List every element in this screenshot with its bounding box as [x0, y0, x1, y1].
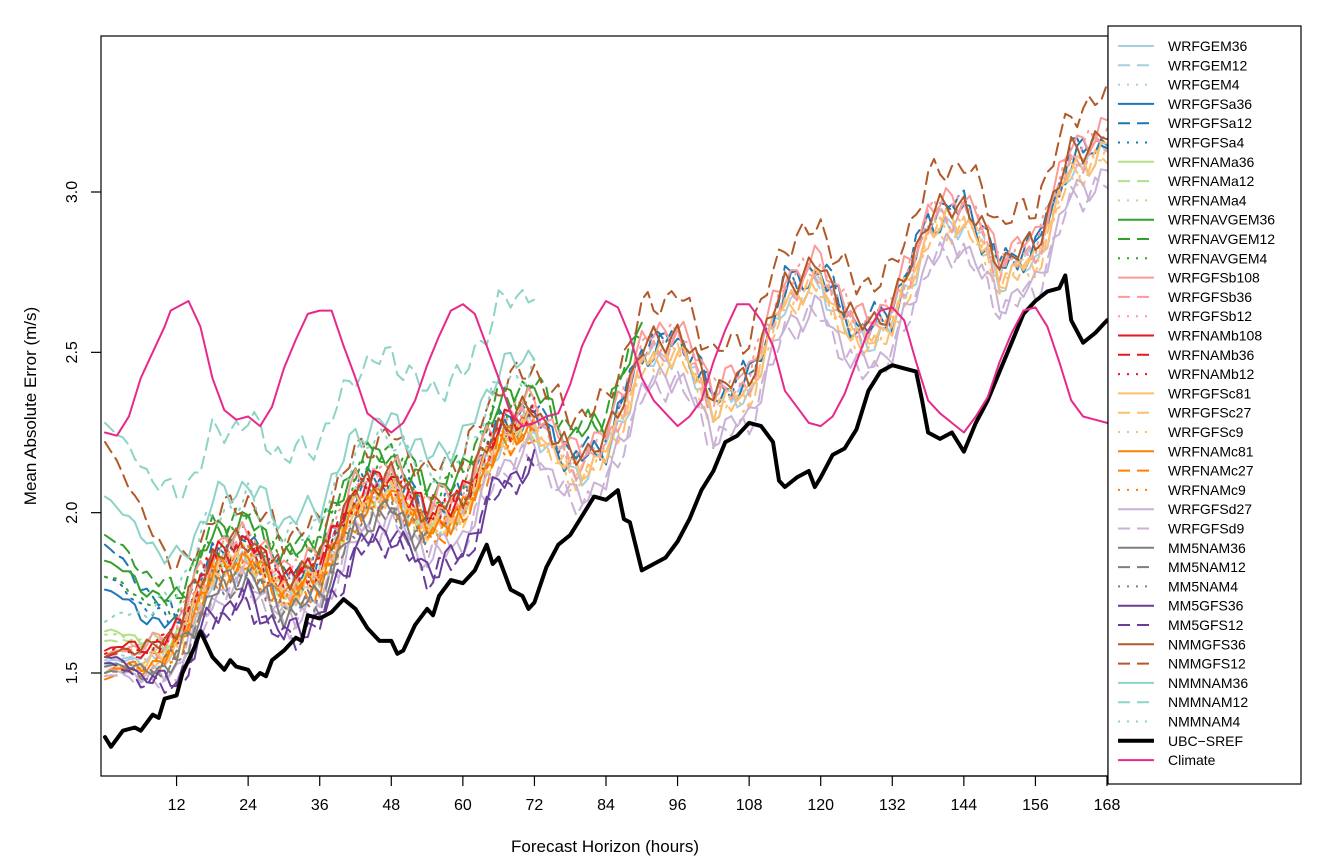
- legend-label: MM5NAM12: [1168, 559, 1246, 575]
- legend-label: WRFGFSb36: [1168, 289, 1252, 305]
- series-line: [104, 141, 1108, 674]
- legend-label: UBC−SREF: [1168, 733, 1243, 749]
- legend-label: WRFGEM36: [1168, 38, 1248, 54]
- x-tick-label: 84: [597, 797, 615, 814]
- legend-label: NMMNAM4: [1168, 714, 1241, 730]
- series-line: [104, 130, 1108, 658]
- legend-label: WRFNAMb108: [1168, 328, 1262, 344]
- x-tick-label: 120: [807, 797, 834, 814]
- legend-label: NMMNAM36: [1168, 675, 1248, 691]
- legend-box: [1107, 25, 1302, 785]
- legend-label: WRFNAMc27: [1168, 463, 1254, 479]
- y-axis-title: Mean Absolute Error (m/s): [21, 307, 40, 505]
- legend-label: WRFGEM4: [1168, 77, 1240, 93]
- series-line: [104, 456, 536, 694]
- x-tick-label: 96: [669, 797, 687, 814]
- series-line: [104, 83, 1108, 570]
- series-line: [104, 499, 429, 677]
- series-line: [104, 507, 429, 681]
- legend-label: WRFGFSa36: [1168, 96, 1252, 112]
- legend-label: WRFGFSb108: [1168, 270, 1260, 286]
- legend-label: WRFNAMc9: [1168, 482, 1246, 498]
- series-line: [104, 300, 1108, 437]
- x-tick-label: 36: [311, 797, 329, 814]
- y-tick-label: 2.5: [64, 341, 81, 363]
- legend-label: WRFNAMa36: [1168, 154, 1255, 170]
- y-axis: 1.5 2.0 2.5 3.0: [64, 181, 101, 684]
- x-tick-label: 156: [1022, 797, 1049, 814]
- legend-label: WRFGFSb12: [1168, 308, 1252, 324]
- series-line: [104, 413, 536, 674]
- legend-label: MM5NAM36: [1168, 540, 1246, 556]
- legend-label: MM5GFS36: [1168, 598, 1244, 614]
- legend-label: WRFNAVGEM4: [1168, 250, 1268, 266]
- legend-label: NMMGFS12: [1168, 656, 1246, 672]
- series-line: [104, 116, 1108, 658]
- series-line: [103, 273, 1109, 749]
- legend-label: WRFNAMa12: [1168, 173, 1255, 189]
- x-tick-label: 108: [736, 797, 763, 814]
- x-tick-label: 60: [454, 797, 472, 814]
- legend-label: WRFGEM12: [1168, 57, 1248, 73]
- y-tick-label: 2.0: [64, 501, 81, 523]
- x-tick-label: 12: [168, 797, 186, 814]
- x-tick-label: 132: [879, 797, 906, 814]
- series-line: [104, 349, 536, 565]
- legend-label: WRFNAMb12: [1168, 366, 1255, 382]
- x-tick-label: 24: [239, 797, 257, 814]
- legend-label: MM5NAM4: [1168, 578, 1238, 594]
- series-layer: [103, 83, 1109, 749]
- series-line: [104, 448, 536, 688]
- series-line: [104, 289, 536, 500]
- legend-label: WRFGFSa12: [1168, 115, 1252, 131]
- legend-label: MM5GFS12: [1168, 617, 1244, 633]
- x-tick-label: 144: [951, 797, 978, 814]
- legend-label: WRFNAVGEM36: [1168, 212, 1275, 228]
- series-line: [104, 498, 429, 675]
- y-tick-label: 3.0: [64, 181, 81, 203]
- x-axis: 12 24 36 48 60 72 84 96 108 120 132 144 156 168: [168, 775, 1121, 814]
- series-line: [104, 397, 536, 655]
- series-line: [104, 134, 1108, 660]
- legend-label: WRFNAMc81: [1168, 443, 1254, 459]
- legend: WRFGEM36 WRFGEM12 WRFGEM4 WRFGFSa36 WRFGFSa1…: [1107, 25, 1302, 785]
- x-tick-label: 168: [1094, 797, 1121, 814]
- series-line: [104, 127, 1108, 658]
- series-line: [104, 353, 536, 623]
- legend-label: NMMGFS36: [1168, 636, 1246, 652]
- legend-label: NMMNAM12: [1168, 694, 1248, 710]
- x-tick-label: 72: [526, 797, 544, 814]
- series-line: [104, 144, 1108, 678]
- legend-label: WRFGFSc27: [1168, 405, 1251, 421]
- legend-label: Climate: [1168, 752, 1216, 768]
- legend-label: WRFGFSd9: [1168, 521, 1244, 537]
- legend-label: WRFGFSd27: [1168, 501, 1252, 517]
- legend-label: WRFGFSa4: [1168, 135, 1244, 151]
- legend-label: WRFGFSc9: [1168, 424, 1244, 440]
- legend-label: WRFNAVGEM12: [1168, 231, 1275, 247]
- legend-label: WRFNAMb36: [1168, 347, 1255, 363]
- legend-label: WRFGFSc81: [1168, 385, 1251, 401]
- x-axis-title: Forecast Horizon (hours): [511, 837, 699, 856]
- y-tick-label: 1.5: [64, 662, 81, 684]
- x-tick-label: 48: [382, 797, 400, 814]
- legend-label: WRFNAMa4: [1168, 192, 1247, 208]
